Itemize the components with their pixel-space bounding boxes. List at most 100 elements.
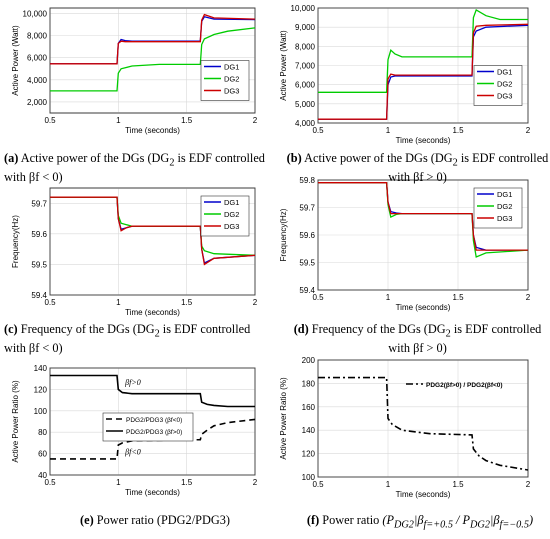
plot-frame	[49, 7, 256, 114]
caption-c: (c) Frequency of the DGs (DG2 is EDF con…	[4, 322, 251, 356]
x-tick-label: 1	[386, 126, 391, 135]
x-tick-label: 2	[253, 298, 258, 307]
x-tick-label: 2	[253, 116, 258, 125]
y-tick-label: 8,000	[295, 42, 316, 51]
legend: PDG2(βf>0) / PDG2(βf<0)	[406, 382, 503, 389]
x-tick-label: 2	[526, 293, 531, 302]
chart-a: 0.5 1 1.5 2 2,000 4,000 6,000 8,000 10,000 Time (…	[11, 7, 258, 135]
plot-frame	[317, 359, 529, 478]
legend: PDG2/PDG3 (βf<0) PDG2/PDG3 (βf>0)	[102, 412, 194, 442]
y-tick-label: 120	[34, 385, 48, 394]
y-tick-label: 160	[302, 403, 316, 412]
legend-label: DG2	[224, 75, 239, 84]
series-line-dg3	[318, 182, 528, 251]
y-tick-label: 140	[302, 426, 316, 435]
legend-label: DG2	[497, 202, 512, 211]
y-tick-label: 100	[34, 407, 48, 416]
y-tick-label: 5,000	[295, 100, 316, 109]
x-tick-label: 1	[386, 480, 391, 489]
plot-frame	[49, 367, 256, 476]
y-tick-label: 59.6	[299, 231, 315, 240]
legend: DG1 DG2 DG3	[473, 65, 523, 106]
annotation: βf<0	[124, 448, 141, 457]
x-tick-label: 0.5	[312, 293, 324, 302]
x-axis-label: Time (seconds)	[125, 308, 180, 317]
y-tick-label: 59.7	[31, 199, 47, 208]
y-tick-label: 60	[38, 450, 47, 459]
legend-label: DG2	[497, 80, 512, 89]
x-tick-label: 0.5	[312, 480, 324, 489]
x-axis-label: Time (seconds)	[396, 490, 451, 499]
chart-c: 0.5 1 1.5 2 59.4 59.5 59.6 59.7 Time (seconds) Fr…	[11, 187, 258, 317]
y-tick-label: 200	[302, 356, 316, 365]
chart-d: 0.5 1 1.5 2 59.4 59.5 59.6 59.7 59.8 Time (second…	[279, 176, 531, 312]
legend: DG1 DG2 DG3	[473, 187, 523, 229]
y-tick-label: 59.8	[299, 176, 315, 185]
y-tick-label: 4,000	[295, 119, 316, 128]
y-axis-label: Frequency(Hz)	[279, 208, 288, 261]
y-tick-label: 2,000	[27, 98, 48, 107]
caption-f: (f) Power ratio (PDG2|βf=+0.5 / PDG2|βf=…	[306, 513, 534, 531]
legend: DG1 DG2 DG3	[200, 60, 250, 101]
y-tick-label: 80	[38, 428, 47, 437]
x-axis-label: Time (seconds)	[396, 303, 451, 312]
chart-e: 0.5 1 1.5 2 40 60 80 100 120 140 Time (seconds) Act…	[11, 364, 258, 497]
y-tick-label: 6,000	[27, 54, 48, 63]
y-tick-label: 10,000	[291, 4, 316, 13]
x-tick-label: 1.5	[181, 116, 193, 125]
y-axis-label: Active Power Ratio (%)	[11, 380, 20, 463]
x-tick-label: 2	[526, 480, 531, 489]
legend-label: DG1	[497, 190, 512, 199]
chart-f: 0.5 1 1.5 2 100 120 140 160 180 200 Time (seconds)…	[279, 356, 531, 499]
x-tick-label: 0.5	[44, 478, 56, 487]
annotation: βf>0	[124, 378, 141, 387]
legend-label: DG1	[497, 68, 512, 77]
y-axis-label: Active Power Ratio (%)	[279, 377, 288, 460]
y-axis-label: Frequency(Hz)	[11, 215, 20, 268]
y-tick-label: 59.7	[299, 204, 315, 213]
y-tick-label: 9,000	[295, 23, 316, 32]
x-tick-label: 1	[116, 116, 121, 125]
x-tick-label: 0.5	[44, 298, 56, 307]
caption-e: (e) Power ratio (PDG2/PDG3)	[80, 513, 230, 527]
x-tick-label: 1	[116, 298, 121, 307]
series-line-pdg2-pdg3-f-0-	[50, 418, 256, 460]
y-tick-label: 59.5	[31, 260, 47, 269]
series-line-dg2	[50, 27, 256, 92]
legend-label: DG3	[224, 222, 239, 231]
plot-frame	[317, 7, 529, 124]
y-tick-label: 10,000	[23, 10, 48, 19]
chart-b: 0.5 1 1.5 2 4,000 5,000 6,000 7,000 8,000 9,000 10…	[279, 4, 531, 145]
y-tick-label: 6,000	[295, 81, 316, 90]
x-tick-label: 0.5	[312, 126, 324, 135]
y-tick-label: 40	[38, 471, 47, 480]
legend: DG1 DG2 DG3	[200, 195, 250, 237]
series-line-dg3	[50, 196, 256, 266]
x-tick-label: 1.5	[452, 293, 464, 302]
x-axis-label: Time (seconds)	[125, 126, 180, 135]
series-line-dg3	[50, 13, 256, 65]
legend-label: DG3	[497, 92, 512, 101]
x-axis-label: Time (seconds)	[125, 488, 180, 497]
y-tick-label: 59.4	[299, 286, 315, 295]
x-tick-label: 1.5	[181, 478, 193, 487]
x-tick-label: 1	[386, 293, 391, 302]
caption-d: (d) Frequency of the DGs (DG2 is EDF con…	[293, 322, 542, 356]
y-tick-label: 7,000	[295, 62, 316, 71]
x-tick-label: 1.5	[181, 298, 193, 307]
x-tick-label: 1	[116, 478, 121, 487]
y-tick-label: 180	[302, 379, 316, 388]
series-line-pdg2-pdg3-f-0-	[50, 374, 255, 408]
plot-frame	[49, 187, 256, 296]
y-tick-label: 59.5	[299, 259, 315, 268]
legend-label: PDG2/PDG3 (βf>0)	[126, 429, 182, 436]
caption-a: (a) Active power of the DGs (DG2 is EDF …	[4, 151, 265, 185]
series-line-dg2	[318, 8, 528, 93]
x-tick-label: 1.5	[452, 480, 464, 489]
caption-b: (b) Active power of the DGs (DG2 is EDF …	[286, 151, 549, 185]
legend-label: DG3	[224, 87, 239, 96]
x-tick-label: 2	[526, 126, 531, 135]
y-tick-label: 59.4	[31, 291, 47, 300]
y-tick-label: 100	[302, 473, 316, 482]
